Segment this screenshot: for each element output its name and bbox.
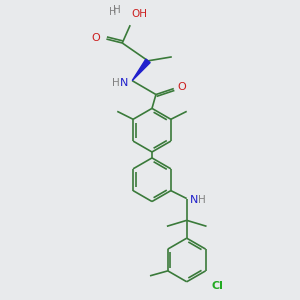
- Text: O: O: [178, 82, 187, 92]
- Text: OH: OH: [131, 9, 147, 19]
- Text: H: H: [112, 5, 120, 15]
- Polygon shape: [132, 59, 150, 81]
- Text: N: N: [190, 194, 198, 205]
- Text: H: H: [109, 7, 116, 17]
- Text: N: N: [120, 78, 128, 88]
- Text: H: H: [112, 78, 119, 88]
- Text: Cl: Cl: [212, 281, 224, 291]
- Text: H: H: [198, 194, 206, 205]
- Text: O: O: [92, 33, 100, 43]
